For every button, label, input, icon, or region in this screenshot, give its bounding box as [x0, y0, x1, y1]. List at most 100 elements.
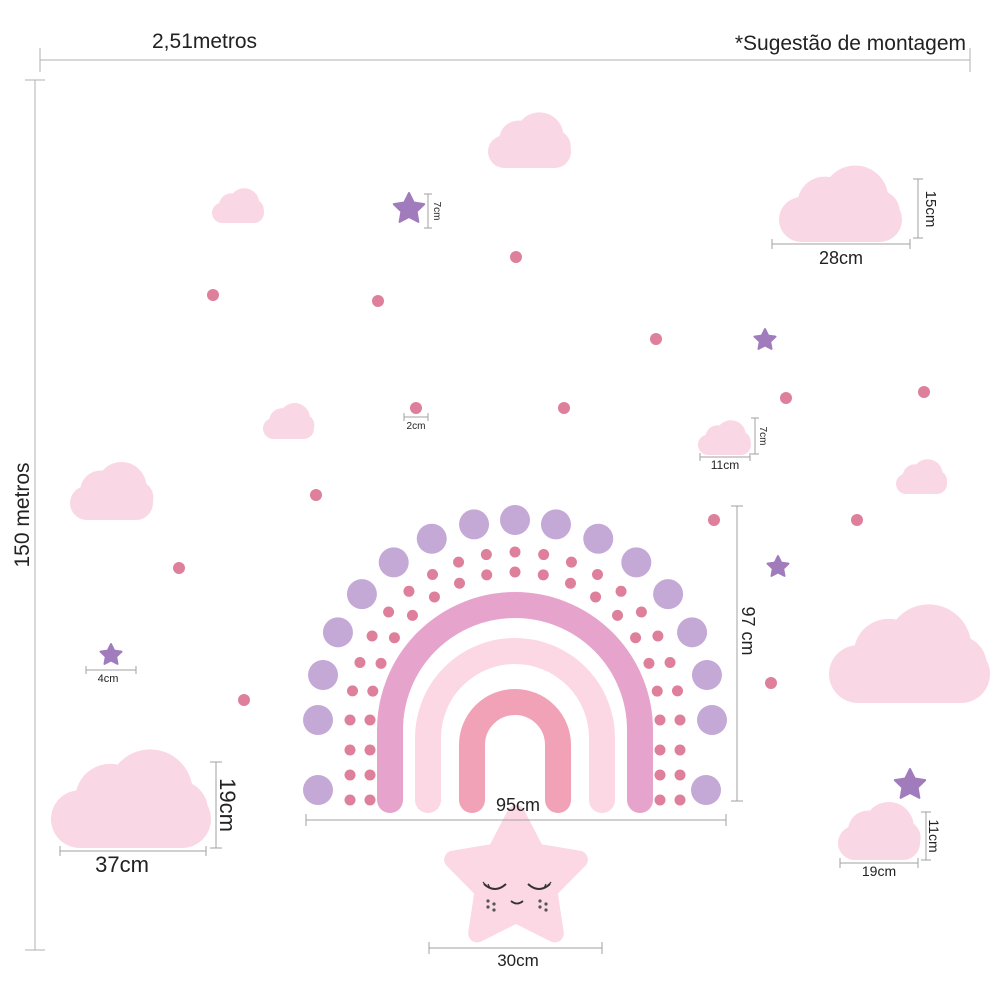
rainbow-circle [378, 547, 409, 578]
rainbow-dot [344, 794, 356, 806]
rainbow-dot [367, 685, 379, 697]
star-face-shape [444, 805, 588, 943]
cloud [212, 188, 264, 223]
cloud-big-width-label: 37cm [95, 852, 149, 877]
rainbow-arc-outer [377, 592, 653, 813]
rainbow-dot [654, 714, 666, 726]
rainbow-circle [653, 579, 684, 610]
overall-width-dimension: 2,51metros [39, 30, 971, 72]
star-small-width-label: 4cm [98, 673, 119, 685]
dot [310, 489, 322, 501]
star-icon [766, 555, 790, 577]
cloud-big-height-label: 19cm [215, 778, 240, 832]
cloud [838, 802, 921, 860]
rainbow-dot [509, 546, 521, 558]
rainbow-circle [308, 660, 339, 691]
rainbow-dot-rings [344, 546, 686, 806]
rainbow-arc-middle [415, 638, 615, 813]
cloud [488, 112, 571, 168]
star-icon [893, 768, 927, 799]
rainbow [303, 505, 727, 813]
rainbow-dot [674, 714, 686, 726]
sleeping-star-face [444, 805, 588, 943]
dot [173, 562, 185, 574]
cloud [263, 403, 315, 439]
rainbow-dot [481, 569, 493, 581]
dot [765, 677, 777, 689]
rainbow-circle [691, 775, 721, 805]
dot-size-label: 2cm [407, 421, 426, 432]
rainbow-dot [630, 632, 642, 644]
rainbow-circle [621, 547, 652, 578]
overall-height-dimension: 150 metros [11, 79, 45, 951]
rainbow-dot [654, 794, 666, 806]
rainbow-height-label: 97 cm [738, 606, 758, 655]
cloud-bottom-right-height-label: 11cm [926, 819, 942, 852]
rainbow-outer-circles [303, 505, 727, 805]
rainbow-circle [416, 523, 447, 554]
rainbow-dot [538, 549, 550, 561]
rainbow-dot [375, 657, 387, 669]
rainbow-dot [364, 769, 376, 781]
rainbow-dot [406, 609, 418, 621]
rainbow-dot [643, 657, 655, 669]
rainbow-dot [635, 606, 647, 618]
rainbow-dot [654, 769, 666, 781]
rainbow-dot [383, 606, 395, 618]
rainbow-dot [592, 569, 603, 581]
rainbow-dot [654, 744, 666, 756]
rainbow-circle [303, 775, 333, 805]
star-top-height-label: 7cm [431, 202, 442, 221]
rainbow-dot [366, 630, 378, 642]
cloud [829, 604, 990, 703]
rainbow-dot [674, 744, 686, 756]
cloud-bottom-right-width-label: 19cm [862, 863, 896, 879]
rainbow-dot [364, 714, 376, 726]
cloud-small-width-label: 11cm [711, 458, 739, 472]
rainbow-dot [664, 657, 676, 669]
rainbow-dot [427, 569, 438, 581]
rainbow-dot [565, 556, 577, 568]
rainbow-dot [480, 549, 492, 561]
rainbow-dot [428, 591, 440, 603]
rainbow-circle [459, 509, 490, 540]
rainbow-dot [347, 685, 359, 697]
rainbow-dot [537, 569, 549, 581]
dot [558, 402, 570, 414]
dot [708, 514, 720, 526]
dot [650, 333, 662, 345]
rainbow-dot [509, 566, 521, 578]
rainbow-circle [697, 705, 727, 735]
dot [238, 694, 250, 706]
rainbow-dot [344, 714, 356, 726]
rainbow-circle [691, 660, 722, 691]
dot [410, 402, 422, 414]
cloud [698, 420, 751, 455]
star-icon [753, 328, 777, 350]
rainbow-dot [651, 685, 663, 697]
rainbow-dot [364, 794, 376, 806]
rainbow-dot [612, 609, 624, 621]
star-face-width-label: 30cm [497, 951, 539, 970]
dot [207, 289, 219, 301]
cloud-top-right-height-label: 15cm [922, 191, 939, 228]
rainbow-circle [322, 617, 353, 648]
smile-icon [510, 900, 524, 905]
star-icon [392, 192, 426, 223]
clouds [51, 112, 990, 860]
rainbow-dot [344, 744, 356, 756]
purple-stars [99, 192, 927, 799]
rainbow-dot [388, 632, 400, 644]
rainbow-dot [671, 685, 683, 697]
rainbow-dot [403, 585, 415, 597]
freckles [486, 899, 548, 912]
rainbow-dot [344, 769, 356, 781]
cloud [779, 165, 902, 242]
rainbow-dot [590, 591, 602, 603]
dot [510, 251, 522, 263]
rainbow-circle [540, 509, 571, 540]
scattered-dots [173, 251, 930, 706]
rainbow-dot [453, 556, 465, 568]
rainbow-dot [454, 577, 466, 589]
